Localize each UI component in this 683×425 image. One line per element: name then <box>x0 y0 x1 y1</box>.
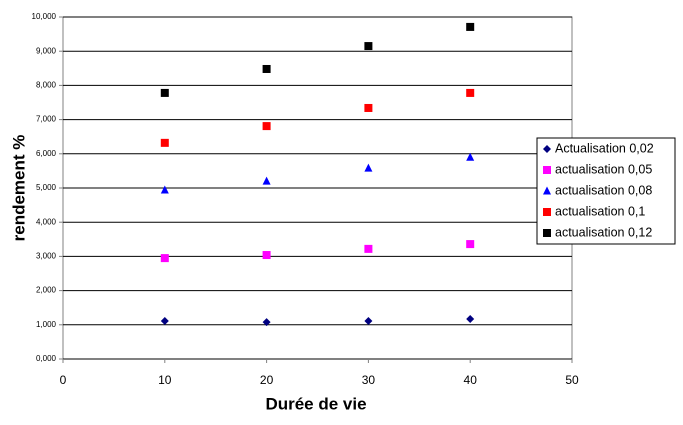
legend-label: actualisation 0,12 <box>555 225 652 239</box>
marker <box>262 122 271 131</box>
y-tick-label: 4,000 <box>36 217 57 226</box>
marker <box>364 42 373 51</box>
y-tick-label: 1,000 <box>36 320 57 329</box>
legend-label: actualisation 0,08 <box>555 183 652 197</box>
legend-label: actualisation 0,1 <box>555 204 645 218</box>
marker <box>466 88 475 97</box>
marker <box>160 317 169 326</box>
legend-label: actualisation 0,05 <box>555 162 652 176</box>
legend-marker <box>543 166 551 174</box>
marker <box>262 64 271 73</box>
marker <box>262 318 271 327</box>
legend-box <box>536 137 676 245</box>
legend-label: Actualisation 0,02 <box>555 141 654 155</box>
marker <box>466 240 475 249</box>
marker <box>364 317 373 326</box>
y-axis-label: rendement % <box>9 135 28 242</box>
marker <box>160 254 169 263</box>
y-tick-label: 9,000 <box>36 46 57 55</box>
marker <box>160 185 169 194</box>
x-tick-label: 30 <box>362 373 376 387</box>
y-tick-label: 10,000 <box>32 12 57 21</box>
x-tick-label: 40 <box>464 373 478 387</box>
y-tick-label: 3,000 <box>36 252 57 261</box>
x-tick-label: 0 <box>60 373 67 387</box>
marker <box>364 244 373 253</box>
marker <box>466 314 475 323</box>
x-tick-label: 50 <box>565 373 579 387</box>
marker <box>160 88 169 97</box>
marker <box>364 103 373 112</box>
legend-marker <box>543 145 551 153</box>
y-tick-label: 2,000 <box>36 286 57 295</box>
legend-marker <box>543 229 551 237</box>
x-axis-label: Durée de vie <box>265 394 366 413</box>
legend-marker <box>543 208 551 216</box>
marker <box>160 138 169 147</box>
marker <box>364 163 373 172</box>
x-tick-label: 10 <box>158 373 172 387</box>
marker <box>466 152 475 161</box>
marker <box>262 251 271 260</box>
y-tick-label: 8,000 <box>36 81 57 90</box>
y-tick-label: 7,000 <box>36 115 57 124</box>
y-tick-label: 6,000 <box>36 149 57 158</box>
marker <box>262 176 271 185</box>
x-tick-label: 20 <box>260 373 274 387</box>
y-tick-label: 0,000 <box>36 354 57 363</box>
marker <box>466 22 475 31</box>
legend-marker <box>543 186 551 195</box>
y-tick-label: 5,000 <box>36 183 57 192</box>
